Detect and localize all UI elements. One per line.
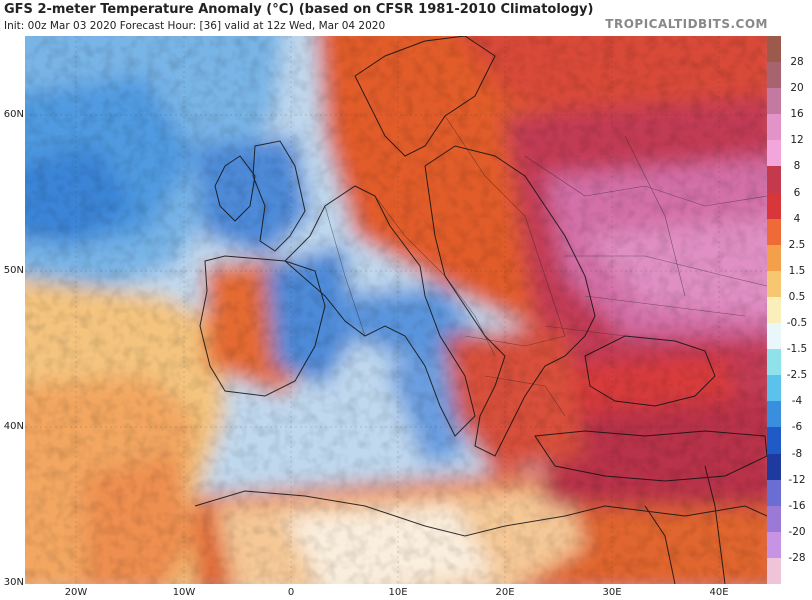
legend-swatch xyxy=(767,401,781,428)
legend-swatch xyxy=(767,244,781,272)
lon-label-10w: 10W xyxy=(172,587,196,598)
brand-logo-text: TROPICALTIDBITS.COM xyxy=(605,17,768,31)
legend-level-label: 4 xyxy=(793,212,801,225)
lon-label-20w: 20W xyxy=(64,587,88,598)
legend-swatch xyxy=(767,192,781,220)
lon-label-0: 0 xyxy=(287,587,295,598)
legend-swatch xyxy=(767,375,781,402)
lat-label-40n: 40N xyxy=(3,421,24,432)
legend-swatch xyxy=(767,531,781,559)
legend-swatch xyxy=(767,166,781,194)
legend-swatch xyxy=(767,140,781,167)
lon-label-30e: 30E xyxy=(602,587,622,598)
legend-level-label: -0.5 xyxy=(786,317,808,330)
legend-level-label: -1.5 xyxy=(786,343,808,356)
coastlines xyxy=(194,36,767,584)
graticule xyxy=(25,36,767,584)
legend-swatch xyxy=(767,505,781,533)
legend-swatch xyxy=(767,296,781,324)
legend-level-label: 6 xyxy=(793,186,801,199)
legend-level-label: 16 xyxy=(790,108,804,121)
texture-noise xyxy=(25,36,767,584)
lat-label-60n: 60N xyxy=(3,109,24,120)
legend-level-label: 1.5 xyxy=(788,264,806,277)
legend-level-label: 20 xyxy=(790,82,804,95)
legend-level-label: -4 xyxy=(791,395,803,408)
legend-level-label: -12 xyxy=(788,473,806,486)
lon-label-10e: 10E xyxy=(388,587,408,598)
legend-swatch xyxy=(767,427,781,455)
legend-level-label: 2.5 xyxy=(788,238,806,251)
legend-swatch xyxy=(767,479,781,507)
temperature-anomaly-map xyxy=(25,36,767,584)
legend-swatch xyxy=(767,218,781,246)
lat-label-50n: 50N xyxy=(3,265,24,276)
legend-level-label: -16 xyxy=(788,499,806,512)
legend-swatch xyxy=(767,36,781,63)
lat-label-30n: 30N xyxy=(3,577,24,588)
country-borders xyxy=(324,115,767,417)
legend-swatch xyxy=(767,114,781,141)
legend-level-label: 0.5 xyxy=(788,290,806,303)
legend-swatch xyxy=(767,62,781,89)
legend-level-label: -28 xyxy=(788,551,806,564)
legend-swatch xyxy=(767,557,781,585)
legend-level-label: -20 xyxy=(788,525,806,538)
legend-swatch xyxy=(767,270,781,298)
legend-level-label: -6 xyxy=(791,421,803,434)
legend-swatch xyxy=(767,88,781,115)
forecast-subtitle: Init: 00z Mar 03 2020 Forecast Hour: [36… xyxy=(4,20,386,32)
legend-level-label: 8 xyxy=(793,160,801,173)
legend-level-label: -2.5 xyxy=(786,369,808,382)
legend-level-label: 12 xyxy=(790,134,804,147)
legend-level-label: -8 xyxy=(791,447,803,460)
legend-swatch xyxy=(767,349,781,376)
legend-level-label: 28 xyxy=(790,56,804,69)
map-canvas xyxy=(25,36,767,584)
color-legend: 28 20 16 12 8 6 4 2.5 1.5 0.5 -0.5 -1.5 -2.5 -4 -6 -8 -1… xyxy=(767,36,812,585)
legend-swatch xyxy=(767,453,781,481)
lon-label-20e: 20E xyxy=(495,587,515,598)
legend-swatch xyxy=(767,323,781,350)
lon-label-40e: 40E xyxy=(709,587,729,598)
chart-title: GFS 2-meter Temperature Anomaly (°C) (ba… xyxy=(4,2,594,17)
